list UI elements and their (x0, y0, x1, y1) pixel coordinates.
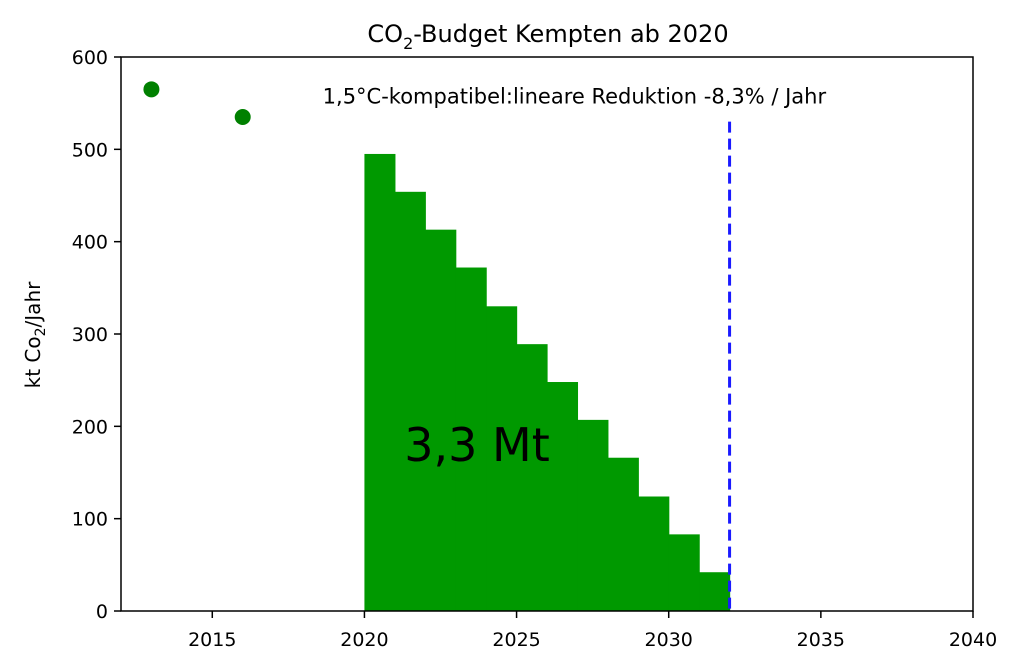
y-tick-label-0: 0 (96, 601, 108, 623)
bar-2020 (364, 153, 396, 611)
chart-title: CO2-Budget Kempten ab 2020 (367, 20, 728, 53)
ticks-layer: 2015 2020 2025 2030 2035 2040 0 100 200 300 400 500… (72, 47, 997, 651)
y-tick-label-100: 100 (72, 509, 108, 531)
bar-2021 (394, 191, 426, 611)
data-point-2013 (143, 81, 160, 98)
y-axis-label: kt Co2/Jahr (21, 281, 49, 388)
x-tick-label-2030: 2030 (645, 629, 693, 651)
x-tick-label-2015: 2015 (188, 629, 236, 651)
y-tick-label-200: 200 (72, 416, 108, 438)
bars-layer (364, 153, 731, 611)
points-layer (143, 81, 251, 126)
bar-2031 (699, 572, 731, 611)
data-point-2016 (234, 109, 251, 126)
x-tick-label-2025: 2025 (492, 629, 540, 651)
x-tick-label-2035: 2035 (797, 629, 845, 651)
y-tick-label-500: 500 (72, 139, 108, 161)
bar-2029 (638, 496, 670, 611)
annotation-reduction: 1,5°C-kompatibel:lineare Reduktion -8,3%… (323, 85, 827, 109)
annotation-budget: 3,3 Mt (404, 418, 550, 472)
bar-2022 (425, 229, 457, 611)
bar-2030 (668, 534, 700, 611)
bar-2026 (547, 382, 579, 611)
y-tick-label-600: 600 (72, 47, 108, 69)
bar-2025 (516, 344, 548, 611)
bar-2027 (577, 419, 609, 611)
x-tick-label-2040: 2040 (949, 629, 997, 651)
bar-2023 (455, 267, 487, 611)
y-tick-label-400: 400 (72, 232, 108, 254)
bar-2024 (486, 306, 518, 611)
bar-2028 (607, 457, 639, 611)
y-tick-label-300: 300 (72, 324, 108, 346)
x-tick-label-2020: 2020 (340, 629, 388, 651)
